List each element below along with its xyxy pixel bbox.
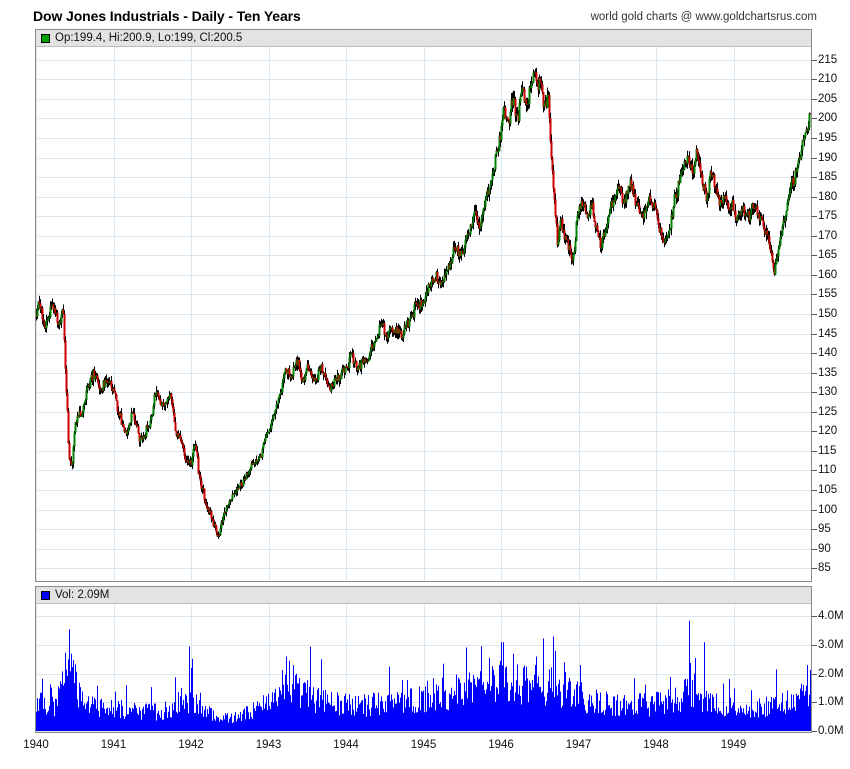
volume-legend: Vol: 2.09M	[36, 587, 811, 604]
y-axis-label: 135	[818, 366, 838, 379]
axis-tick	[812, 451, 817, 452]
axis-tick	[812, 334, 817, 335]
y-axis-label: 150	[818, 308, 838, 320]
y-axis-label: 90	[818, 542, 831, 555]
axis-tick	[812, 60, 817, 61]
x-axis-label: 1944	[333, 739, 359, 751]
axis-tick	[812, 314, 817, 315]
y-axis-label: 0.0M	[818, 725, 844, 737]
x-axis-label: 1942	[178, 739, 204, 751]
y-axis-label: 180	[818, 190, 838, 203]
volume-legend-label: Vol: 2.09M	[55, 589, 110, 601]
y-axis-label: 145	[818, 327, 838, 340]
axis-tick	[812, 353, 817, 354]
x-axis-label: 1946	[488, 739, 514, 751]
price-gridlines	[36, 30, 811, 581]
y-axis-label: 210	[818, 73, 838, 86]
chart-header: Dow Jones Industrials - Daily - Ten Year…	[0, 0, 850, 28]
axis-tick	[812, 645, 817, 646]
y-axis-label: 170	[818, 229, 838, 242]
y-axis-label: 3.0M	[818, 639, 844, 652]
y-axis-label: 130	[818, 386, 838, 399]
price-plot-area[interactable]	[36, 30, 811, 581]
volume-bars	[36, 620, 811, 731]
y-axis-label: 110	[818, 464, 837, 477]
axis-tick	[812, 392, 817, 393]
axis-tick	[812, 674, 817, 675]
axis-tick	[812, 470, 817, 471]
axis-tick	[812, 294, 817, 295]
axis-tick	[812, 197, 817, 198]
y-axis-label: 155	[818, 288, 838, 301]
x-axis-label: 1940	[23, 739, 49, 751]
axis-tick	[812, 158, 817, 159]
axis-tick	[812, 216, 817, 217]
axis-tick	[812, 568, 817, 569]
y-axis-label: 1.0M	[818, 696, 844, 709]
y-axis-label: 105	[818, 484, 838, 497]
y-axis-label: 175	[818, 210, 838, 223]
y-axis-label: 185	[818, 171, 838, 184]
axis-tick	[812, 138, 817, 139]
axis-tick	[812, 118, 817, 119]
price-legend-label: Op:199.4, Hi:200.9, Lo:199, Cl:200.5	[55, 32, 243, 44]
y-axis-label: 165	[818, 249, 838, 262]
y-axis-label: 215	[818, 53, 838, 66]
axis-tick	[812, 79, 817, 80]
candlestick-series	[36, 67, 811, 539]
volume-plot-area[interactable]	[36, 587, 811, 732]
axis-tick	[812, 490, 817, 491]
axis-tick	[812, 99, 817, 100]
y-axis-label: 120	[818, 425, 838, 438]
axis-tick	[812, 510, 817, 511]
x-axis-label: 1945	[410, 739, 437, 751]
axis-tick	[812, 412, 817, 413]
axis-tick	[812, 177, 817, 178]
y-axis-label: 115	[818, 444, 837, 457]
y-axis-label: 200	[818, 112, 838, 125]
x-axis-label: 1947	[565, 739, 592, 751]
price-chart-panel[interactable]: Op:199.4, Hi:200.9, Lo:199, Cl:200.5	[35, 29, 812, 582]
y-axis-label: 125	[818, 405, 838, 418]
axis-tick	[812, 275, 817, 276]
page-title: Dow Jones Industrials - Daily - Ten Year…	[33, 8, 301, 24]
y-axis-label: 140	[818, 347, 838, 360]
axis-tick	[812, 529, 817, 530]
y-axis-label: 160	[818, 268, 838, 281]
axis-tick	[812, 731, 817, 732]
x-axis-label: 1943	[255, 739, 282, 751]
y-axis-label: 195	[818, 131, 838, 144]
y-axis-label: 95	[818, 523, 831, 536]
y-axis-label: 100	[818, 503, 838, 516]
axis-tick	[812, 255, 817, 256]
axis-tick	[812, 549, 817, 550]
axis-tick	[812, 431, 817, 432]
volume-chart-panel[interactable]: Vol: 2.09M	[35, 586, 812, 733]
axis-tick	[812, 616, 817, 617]
y-axis-label: 190	[818, 151, 838, 164]
y-axis-label: 2.0M	[818, 667, 844, 680]
price-legend: Op:199.4, Hi:200.9, Lo:199, Cl:200.5	[36, 30, 811, 47]
attribution-text: world gold charts @ www.goldchartsrus.co…	[590, 11, 817, 23]
blue-square-icon	[41, 590, 50, 600]
green-square-icon	[41, 33, 50, 43]
y-axis-label: 85	[818, 562, 831, 575]
y-axis-label: 4.0M	[818, 610, 844, 623]
axis-tick	[812, 373, 817, 374]
y-axis-label: 205	[818, 92, 838, 105]
x-axis-label: 1948	[643, 739, 669, 751]
x-axis-label: 1941	[100, 739, 127, 751]
axis-tick	[812, 702, 817, 703]
axis-tick	[812, 236, 817, 237]
x-axis-label: 1949	[720, 739, 747, 751]
